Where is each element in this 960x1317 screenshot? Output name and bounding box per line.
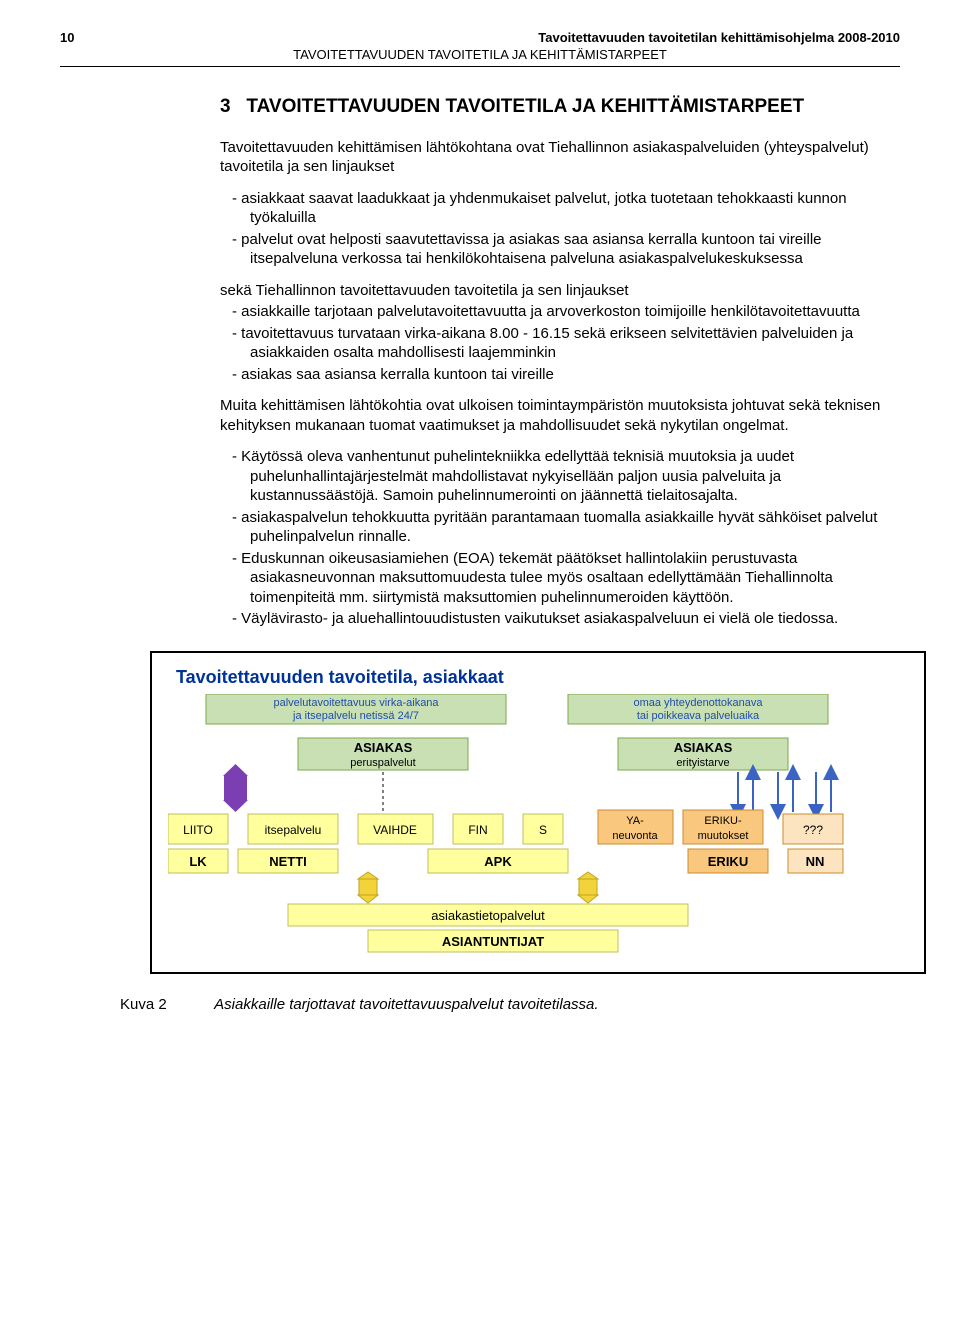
list-item: asiakkaat saavat laadukkaat ja yhdenmuka… — [220, 189, 900, 228]
diag-sub-left-1: palvelutavoitettavuus virka-aikana — [273, 697, 439, 709]
caption-text: Asiakkaille tarjottavat tavoitettavuuspa… — [214, 996, 598, 1013]
list-item: tavoitettavuus turvataan virka-aikana 8.… — [220, 324, 900, 363]
caption-label: Kuva 2 — [120, 996, 210, 1013]
page-number: 10 — [60, 30, 74, 45]
section-heading: 3 TAVOITETTAVUUDEN TAVOITETILA JA KEHITT… — [220, 95, 900, 120]
purple-arrow-icon — [223, 764, 248, 812]
diag-sub-right-2: tai poikkeava palveluaika — [637, 710, 760, 722]
list-item: asiakaspalvelun tehokkuutta pyritään par… — [220, 508, 900, 547]
box-liito: LIITO — [183, 823, 213, 837]
box-itsepalvelu: itsepalvelu — [265, 823, 322, 837]
box-netti: NETTI — [269, 854, 307, 869]
box-asiakastieto: asiakastietopalvelut — [431, 908, 545, 923]
box-ya-1: YA- — [626, 815, 644, 827]
diagram-svg: palvelutavoitettavuus virka-aikana ja it… — [168, 694, 874, 954]
section-title-text: TAVOITETTAVUUDEN TAVOITETILA JA KEHITTÄM… — [246, 96, 804, 117]
asiakas-left-title: ASIAKAS — [354, 740, 413, 755]
box-asiantuntijat: ASIANTUNTIJAT — [442, 934, 544, 949]
box-nn: NN — [806, 854, 825, 869]
box-vaihde: VAIHDE — [373, 823, 417, 837]
box-ya-2: neuvonta — [612, 830, 658, 842]
list-item: Käytössä oleva vanhentunut puhelinteknii… — [220, 447, 900, 506]
asiakas-right-sub: erityistarve — [676, 757, 729, 769]
paragraph-1: Tavoitettavuuden kehittämisen lähtökohta… — [220, 138, 900, 177]
diagram-container: Tavoitettavuuden tavoitetila, asiakkaat … — [150, 651, 926, 974]
asiakas-left-sub: peruspalvelut — [350, 757, 415, 769]
list-item: Väylävirasto- ja aluehallintouudistusten… — [220, 609, 900, 629]
diag-sub-left-2: ja itsepalvelu netissä 24/7 — [292, 710, 419, 722]
diag-sub-right-1: omaa yhteydenottokanava — [633, 697, 763, 709]
bullet-list-3: Käytössä oleva vanhentunut puhelinteknii… — [220, 447, 900, 629]
box-fin: FIN — [468, 823, 487, 837]
bullet-list-2: asiakkaille tarjotaan palvelutavoitettav… — [220, 302, 900, 384]
box-s: S — [539, 823, 547, 837]
figure-caption: Kuva 2 Asiakkaille tarjottavat tavoitett… — [120, 996, 900, 1013]
list-item: asiakas saa asiansa kerralla kuntoon tai… — [220, 365, 900, 385]
paragraph-2: sekä Tiehallinnon tavoitettavuuden tavoi… — [220, 281, 900, 301]
header-title: Tavoitettavuuden tavoitetilan kehittämis… — [538, 30, 900, 45]
diagram-title: Tavoitettavuuden tavoitetila, asiakkaat — [176, 667, 908, 688]
box-lk: LK — [189, 854, 207, 869]
list-item: asiakkaille tarjotaan palvelutavoitettav… — [220, 302, 900, 322]
yellow-arrow-icon — [358, 872, 598, 903]
header-subtitle: TAVOITETTAVUUDEN TAVOITETILA JA KEHITTÄM… — [60, 47, 900, 62]
box-erikum-2: muutokset — [698, 830, 749, 842]
box-eriku: ERIKU — [708, 854, 748, 869]
section-number: 3 — [220, 96, 231, 117]
bullet-list-1: asiakkaat saavat laadukkaat ja yhdenmuka… — [220, 189, 900, 269]
blue-arrows-icon — [738, 772, 831, 812]
list-item: palvelut ovat helposti saavutettavissa j… — [220, 230, 900, 269]
box-apk: APK — [484, 854, 512, 869]
paragraph-3: Muita kehittämisen lähtökohtia ovat ulko… — [220, 396, 900, 435]
box-erikum-1: ERIKU- — [704, 815, 742, 827]
box-qqq: ??? — [803, 823, 823, 837]
list-item: Eduskunnan oikeusasiamiehen (EOA) tekemä… — [220, 549, 900, 608]
header-rule — [60, 66, 900, 67]
asiakas-right-title: ASIAKAS — [674, 740, 733, 755]
